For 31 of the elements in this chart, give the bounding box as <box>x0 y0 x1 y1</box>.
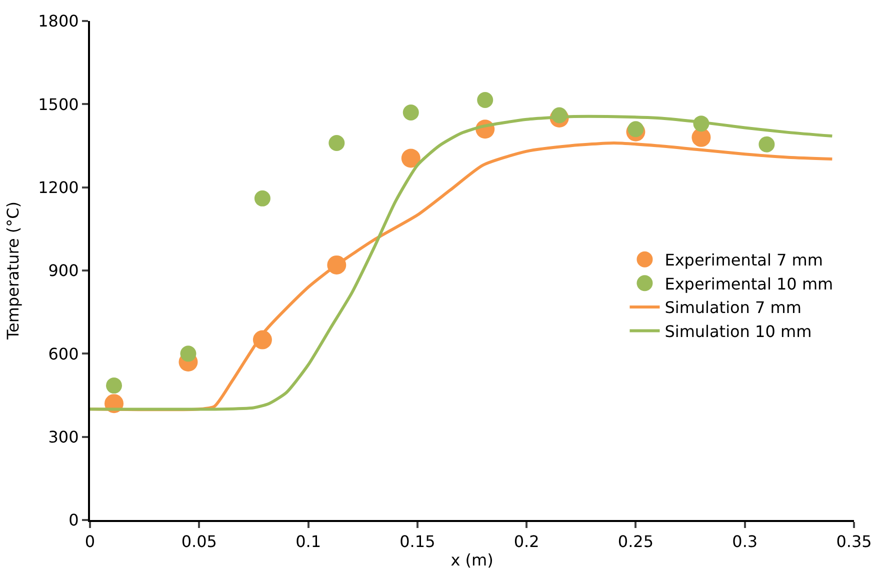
x-tick-label: 0.3 <box>732 532 758 552</box>
point <box>477 92 494 108</box>
legend-label: Experimental 10 mm <box>664 274 834 294</box>
legend-label: Experimental 7 mm <box>664 250 823 270</box>
point <box>180 346 196 362</box>
x-tick-label: 0 <box>84 532 96 552</box>
y-axis-title: Temperature (°C) <box>3 201 22 341</box>
y-tick-label: 1800 <box>38 12 79 31</box>
x-tick-label: 0.1 <box>296 532 322 552</box>
legend-label: Simulation 7 mm <box>664 298 802 318</box>
y-tick-label: 1200 <box>38 178 79 197</box>
x-tick-label: 0.35 <box>836 532 872 552</box>
y-tick-label: 600 <box>48 344 79 364</box>
x-tick-label: 0.15 <box>400 532 436 552</box>
point <box>254 190 270 206</box>
x-axis-title: x (m) <box>450 550 494 570</box>
legend-label: Simulation 10 mm <box>664 322 812 341</box>
point <box>106 378 122 394</box>
y-tick-label: 1500 <box>38 94 79 114</box>
point <box>328 134 345 151</box>
point <box>628 121 644 138</box>
y-tick-label: 0 <box>68 510 79 530</box>
y-tick-label: 900 <box>48 261 79 280</box>
x-tick-label: 0.25 <box>618 532 654 552</box>
y-tick-label: 300 <box>48 427 79 446</box>
x-tick-label: 0.2 <box>514 532 540 552</box>
point <box>758 136 775 152</box>
point <box>692 128 711 147</box>
point <box>402 104 419 120</box>
point <box>401 148 420 168</box>
x-tick-label: 0.05 <box>181 532 217 552</box>
